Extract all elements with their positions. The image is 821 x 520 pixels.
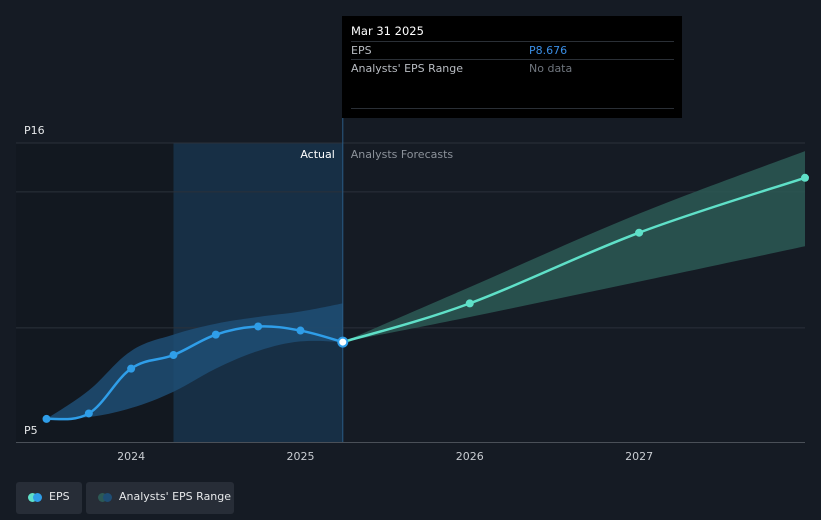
eps-actual-point-2 bbox=[127, 364, 136, 373]
eps-actual-point-0 bbox=[42, 414, 51, 423]
forecast-label: Analysts Forecasts bbox=[351, 148, 454, 161]
x-axis-labels: 2024 2025 2026 2027 bbox=[117, 450, 653, 463]
eps-actual-point-3 bbox=[169, 351, 178, 360]
eps-highlight-point bbox=[337, 336, 349, 348]
eps-range-band-actual bbox=[46, 303, 343, 419]
tooltip-range-row: Analysts' EPS Range No data bbox=[351, 59, 674, 78]
eps-actual-point-1 bbox=[84, 409, 93, 418]
eps-forecast-point-2 bbox=[801, 173, 809, 182]
past-shade-highlight bbox=[173, 143, 343, 442]
legend-eps[interactable]: EPS bbox=[16, 482, 82, 514]
legend-range[interactable]: Analysts' EPS Range bbox=[86, 482, 234, 514]
actual-label: Actual bbox=[300, 148, 334, 161]
y-axis-labels: P16 P5 bbox=[24, 124, 45, 437]
x-tick-label-0: 2024 bbox=[117, 450, 145, 463]
eps-actual-line bbox=[46, 325, 344, 421]
range-legend-icon bbox=[98, 493, 112, 502]
eps-actual-point-5 bbox=[254, 322, 263, 331]
tooltip-date: Mar 31 2025 bbox=[351, 24, 424, 38]
y-tick-label-0: P16 bbox=[24, 124, 45, 137]
eps-range-band-forecast bbox=[342, 151, 805, 343]
eps-points bbox=[42, 173, 809, 423]
y-tick-label-1: P5 bbox=[24, 424, 38, 437]
eps-forecast-line bbox=[342, 176, 806, 344]
eps-actual-point-6 bbox=[296, 326, 305, 335]
eps-actual-point-4 bbox=[211, 330, 220, 339]
eps-legend-icon bbox=[28, 493, 42, 502]
tooltip-divider bbox=[351, 108, 674, 109]
x-tick-label-1: 2025 bbox=[286, 450, 314, 463]
tooltip: Mar 31 2025 EPS P8.676 Analysts' EPS Ran… bbox=[342, 16, 682, 118]
eps-forecast-point-1 bbox=[635, 228, 644, 237]
x-tick-label-2: 2026 bbox=[456, 450, 484, 463]
tooltip-eps-label: EPS bbox=[351, 44, 372, 57]
legend-range-label: Analysts' EPS Range bbox=[119, 490, 232, 503]
x-tick-label-3: 2027 bbox=[625, 450, 653, 463]
tooltip-eps-row: EPS P8.676 bbox=[351, 41, 674, 60]
tooltip-range-value: No data bbox=[529, 62, 573, 75]
tooltip-eps-value: P8.676 bbox=[529, 44, 568, 57]
eps-forecast-point-0 bbox=[465, 299, 474, 308]
legend-eps-label: EPS bbox=[49, 490, 70, 503]
tooltip-range-label: Analysts' EPS Range bbox=[351, 62, 464, 75]
